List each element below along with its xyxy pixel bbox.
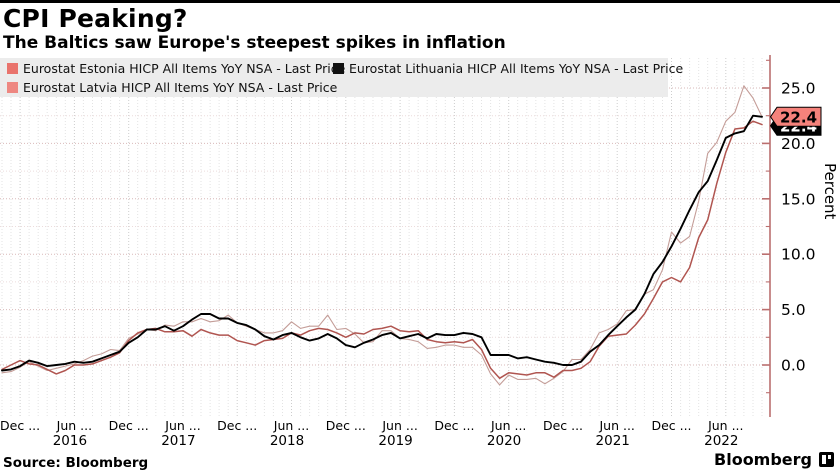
last-price-tag-value: 22.4 [780,108,817,126]
top-border [0,0,840,3]
x-tick-label: Jun ... [273,418,309,433]
source-note: Source: Bloomberg [3,455,149,471]
legend-item-lithuania: Eurostat Lithuania HICP All Items YoY NS… [333,60,683,77]
year-label: 2020 [487,433,521,449]
x-tick-label: Dec ... [217,418,257,433]
last-price-tag-secondary [769,115,822,136]
lithuania-swatch-icon [333,63,344,74]
x-tick-label: Jun ... [56,418,92,433]
y-tick-label: 25.0 [781,80,816,98]
x-tick-label: Dec ... [651,418,691,433]
y-tick-label: 10.0 [781,246,816,264]
year-label: 2022 [704,433,738,449]
y-tick-label: 15.0 [781,190,816,208]
bloomberg-wordmark: Bloomberg [714,450,812,469]
y-axis-title: Percent [821,163,839,220]
legend-label-lithuania: Eurostat Lithuania HICP All Items YoY NS… [349,61,684,76]
x-tick-label: Dec ... [109,418,149,433]
bloomberg-brand: Bloomberg [714,450,834,469]
x-tick-label: Jun ... [381,418,417,433]
last-price-tag-secondary-value: 22.4 [780,117,817,135]
x-tick-label: Jun ... [490,418,526,433]
legend-column-2: Eurostat Lithuania HICP All Items YoY NS… [333,58,683,97]
series-line-estonia [1,85,763,386]
x-tick-label: Jun ... [598,418,634,433]
estonia-swatch-icon [7,62,18,74]
year-label: 2016 [53,433,87,449]
x-tick-label: Dec ... [0,418,40,433]
latvia-swatch-icon [7,81,18,93]
legend-item-estonia: Eurostat Estonia HICP All Items YoY NSA … [7,60,345,77]
chart-legend: Eurostat Estonia HICP All Items YoY NSA … [0,58,683,97]
year-label: 2019 [378,433,412,449]
x-tick-label: Jun ... [707,418,743,433]
legend-column-1: Eurostat Estonia HICP All Items YoY NSA … [0,60,345,96]
year-label: 2018 [270,433,304,449]
x-tick-label: Dec ... [543,418,583,433]
x-tick-label: Dec ... [326,418,366,433]
x-tick-label: Dec ... [434,418,474,433]
y-tick-label: 0.0 [781,357,806,375]
bloomberg-logo-icon [819,452,834,467]
y-tick-label: 5.0 [781,301,806,319]
last-price-tag [769,106,822,127]
series-line-lithuania [1,114,763,372]
x-tick-label: Jun ... [164,418,200,433]
year-label: 2017 [161,433,195,449]
chart-subtitle: The Baltics saw Europe's steepest spikes… [3,33,506,53]
series-line-latvia [1,120,763,380]
y-tick-label: 20.0 [781,135,816,153]
legend-label-estonia: Eurostat Estonia HICP All Items YoY NSA … [23,60,346,76]
chart-title: CPI Peaking? [3,4,188,33]
legend-item-latvia: Eurostat Latvia HICP All Items YoY NSA -… [7,79,337,96]
legend-label-latvia: Eurostat Latvia HICP All Items YoY NSA -… [23,79,338,95]
year-label: 2021 [596,433,630,449]
